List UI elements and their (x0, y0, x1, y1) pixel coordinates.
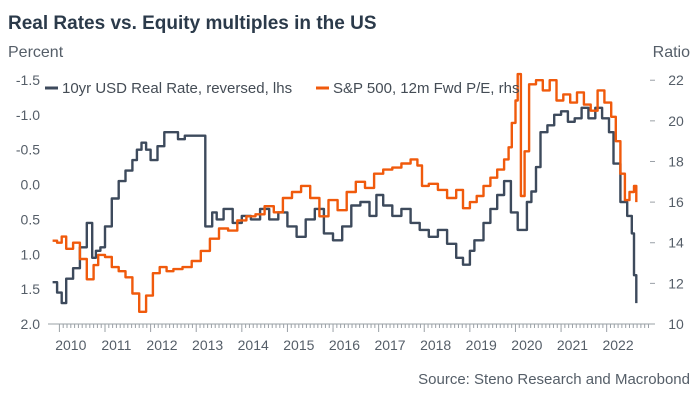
x-tick-label: 2022 (602, 337, 633, 353)
right-axis-unit: Ratio (653, 44, 690, 61)
chart-title: Real Rates vs. Equity multiples in the U… (8, 13, 377, 34)
legend: 10yr USD Real Rate, reversed, lhs S&P 50… (45, 80, 519, 97)
x-tick-label: 2017 (374, 337, 405, 353)
x-tick-label: 2016 (329, 337, 360, 353)
left-tick-label: 1.5 (21, 281, 41, 297)
source-note: Source: Steno Research and Macrobond (418, 371, 690, 388)
right-tick-label: 16 (668, 194, 684, 210)
left-tick-label: -0.5 (16, 142, 40, 158)
left-tick-label: 0.0 (21, 177, 41, 193)
series-line-real-rate (52, 106, 638, 305)
left-tick-label: -1.5 (16, 72, 40, 88)
right-tick-label: 22 (668, 72, 684, 88)
left-tick-label: 0.5 (21, 211, 41, 227)
left-axis-unit: Percent (8, 44, 64, 61)
x-tick-label: 2013 (192, 337, 223, 353)
legend-label-real-rate: 10yr USD Real Rate, reversed, lhs (62, 80, 292, 97)
x-tick-label: 2015 (283, 337, 314, 353)
right-tick-label: 12 (668, 275, 684, 291)
left-tick-label: 2.0 (21, 316, 41, 332)
x-tick-label: 2018 (420, 337, 451, 353)
x-tick-label: 2019 (466, 337, 497, 353)
x-tick-label: 2020 (511, 337, 542, 353)
series-line-pe (52, 72, 638, 313)
x-tick-label: 2012 (146, 337, 177, 353)
left-tick-label: -1.0 (16, 107, 40, 123)
x-tick-label: 2014 (238, 337, 269, 353)
legend-label-pe: S&P 500, 12m Fwd P/E, rhs (333, 80, 519, 97)
right-tick-label: 20 (668, 113, 684, 129)
x-tick-label: 2011 (101, 337, 131, 353)
left-tick-label: 1.0 (21, 246, 41, 262)
x-tick-label: 2021 (557, 337, 588, 353)
right-tick-label: 10 (668, 316, 684, 332)
right-tick-label: 14 (668, 235, 684, 251)
right-tick-label: 18 (668, 153, 684, 169)
x-tick-label: 2010 (55, 337, 86, 353)
